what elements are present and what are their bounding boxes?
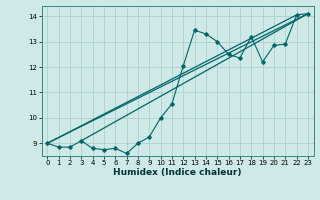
X-axis label: Humidex (Indice chaleur): Humidex (Indice chaleur): [113, 168, 242, 177]
